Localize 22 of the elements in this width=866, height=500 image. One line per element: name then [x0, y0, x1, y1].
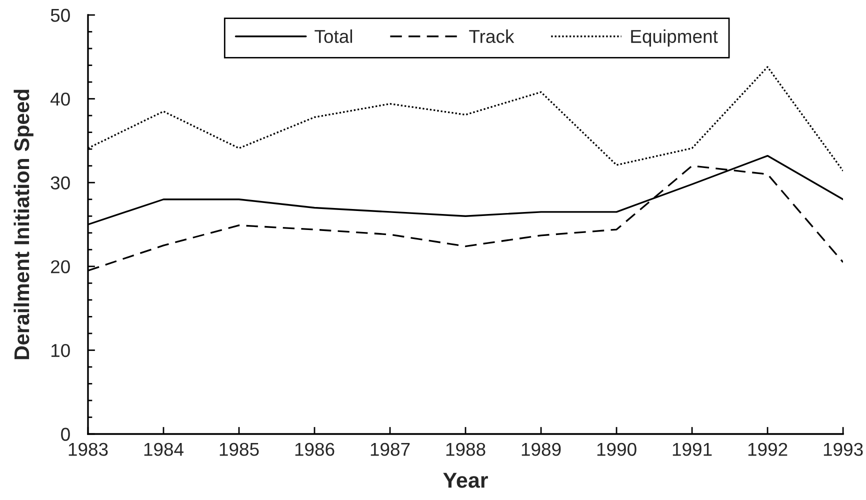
x-tick-label: 1983 — [68, 442, 108, 456]
x-axis-title: Year — [443, 472, 488, 488]
legend-label: Track — [469, 29, 514, 44]
y-tick-label: 10 — [51, 344, 70, 358]
legend-label: Equipment — [631, 29, 718, 47]
x-tick-label: 1986 — [295, 442, 334, 456]
x-tick-label: 1992 — [748, 442, 788, 456]
y-tick-label: 30 — [50, 176, 70, 190]
y-tick-label: 20 — [51, 260, 70, 274]
x-tick-label: 1984 — [144, 442, 184, 456]
x-tick-label: 1985 — [220, 442, 259, 456]
y-tick-label: 0 — [61, 428, 70, 441]
x-tick-label: 1987 — [370, 442, 410, 456]
x-tick-label: 1993 — [824, 442, 863, 456]
x-tick-label: 1991 — [672, 442, 712, 456]
legend-label: Total — [314, 29, 352, 44]
x-tick-label: 1988 — [446, 442, 486, 456]
x-tick-label: 1989 — [522, 442, 561, 456]
y-tick-label: 50 — [50, 8, 70, 22]
y-axis-title: Derailment Initiation Speed — [14, 90, 34, 360]
y-tick-label: 40 — [50, 92, 70, 106]
x-tick-label: 1990 — [597, 442, 636, 456]
